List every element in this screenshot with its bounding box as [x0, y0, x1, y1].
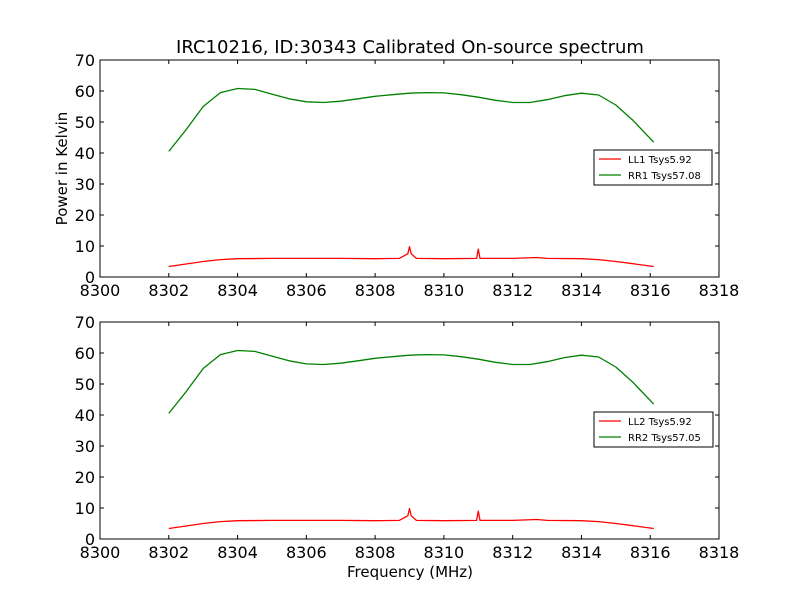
- x-tick-label: 8306: [286, 543, 327, 562]
- plot-frame: [99, 321, 720, 540]
- x-tick-label: 8300: [80, 281, 121, 300]
- y-tick-label: 70: [75, 51, 95, 70]
- x-tick-label: 8318: [699, 543, 740, 562]
- chart-title: IRC10216, ID:30343 Calibrated On-source …: [176, 37, 644, 58]
- legend-label: RR1 Tsys57.08: [628, 171, 701, 182]
- y-tick-label: 20: [75, 468, 95, 487]
- x-tick-label: 8302: [148, 281, 189, 300]
- x-tick-label: 8306: [286, 281, 327, 300]
- series-line-2: [168, 349, 655, 414]
- x-tick-label: 8318: [699, 281, 740, 300]
- series-line-2: [168, 87, 655, 152]
- y-tick-label: 40: [75, 406, 95, 425]
- x-tick-label: 8312: [492, 543, 533, 562]
- y-tick-label: 30: [75, 437, 95, 456]
- x-axis-label: Frequency (MHz): [347, 563, 473, 581]
- x-tick-label: 8314: [561, 543, 602, 562]
- x-tick-label: 8316: [630, 543, 671, 562]
- x-tick-label: 8310: [424, 543, 465, 562]
- x-tick-label: 8310: [424, 281, 465, 300]
- y-tick-label: 0: [85, 530, 95, 549]
- plot-frame: [99, 59, 720, 278]
- x-tick-label: 8316: [630, 281, 671, 300]
- x-tick-label: 8304: [217, 543, 258, 562]
- y-tick-label: 60: [75, 344, 95, 363]
- series-line-1: [168, 245, 654, 268]
- y-tick-label: 70: [75, 313, 95, 332]
- x-tick-label: 8314: [561, 281, 602, 300]
- x-tick-label: 8312: [492, 281, 533, 300]
- x-tick-label: 8300: [80, 543, 121, 562]
- legend-box: [593, 149, 713, 186]
- y-tick-label: 40: [75, 144, 95, 163]
- y-tick-label: 50: [75, 375, 95, 394]
- legend-label: LL1 Tsys5.92: [628, 155, 692, 166]
- y-axis-label: Power in Kelvin: [53, 112, 71, 226]
- legend-box: [593, 411, 714, 448]
- x-tick-label: 8308: [355, 281, 396, 300]
- y-tick-label: 10: [75, 499, 95, 518]
- y-tick-label: 60: [75, 82, 95, 101]
- x-tick-label: 8304: [217, 281, 258, 300]
- y-tick-label: 0: [85, 268, 95, 287]
- x-tick-label: 8302: [148, 543, 189, 562]
- plot-panel-bottom: 8300 8302 8304 8306 8308 8310 8312 8314 8316 8318…: [75, 313, 740, 562]
- y-tick-label: 50: [75, 113, 95, 132]
- series-line-1: [168, 507, 654, 530]
- x-tick-label: 8308: [355, 543, 396, 562]
- legend-label: LL2 Tsys5.92: [628, 417, 692, 428]
- legend-label: RR2 Tsys57.05: [628, 433, 701, 444]
- y-tick-label: 20: [75, 206, 95, 225]
- plot-panel-top: 8300 8302 8304 8306 8308 8310 8312 8314 8316 8318…: [75, 51, 740, 300]
- y-tick-label: 10: [75, 237, 95, 256]
- y-tick-label: 30: [75, 175, 95, 194]
